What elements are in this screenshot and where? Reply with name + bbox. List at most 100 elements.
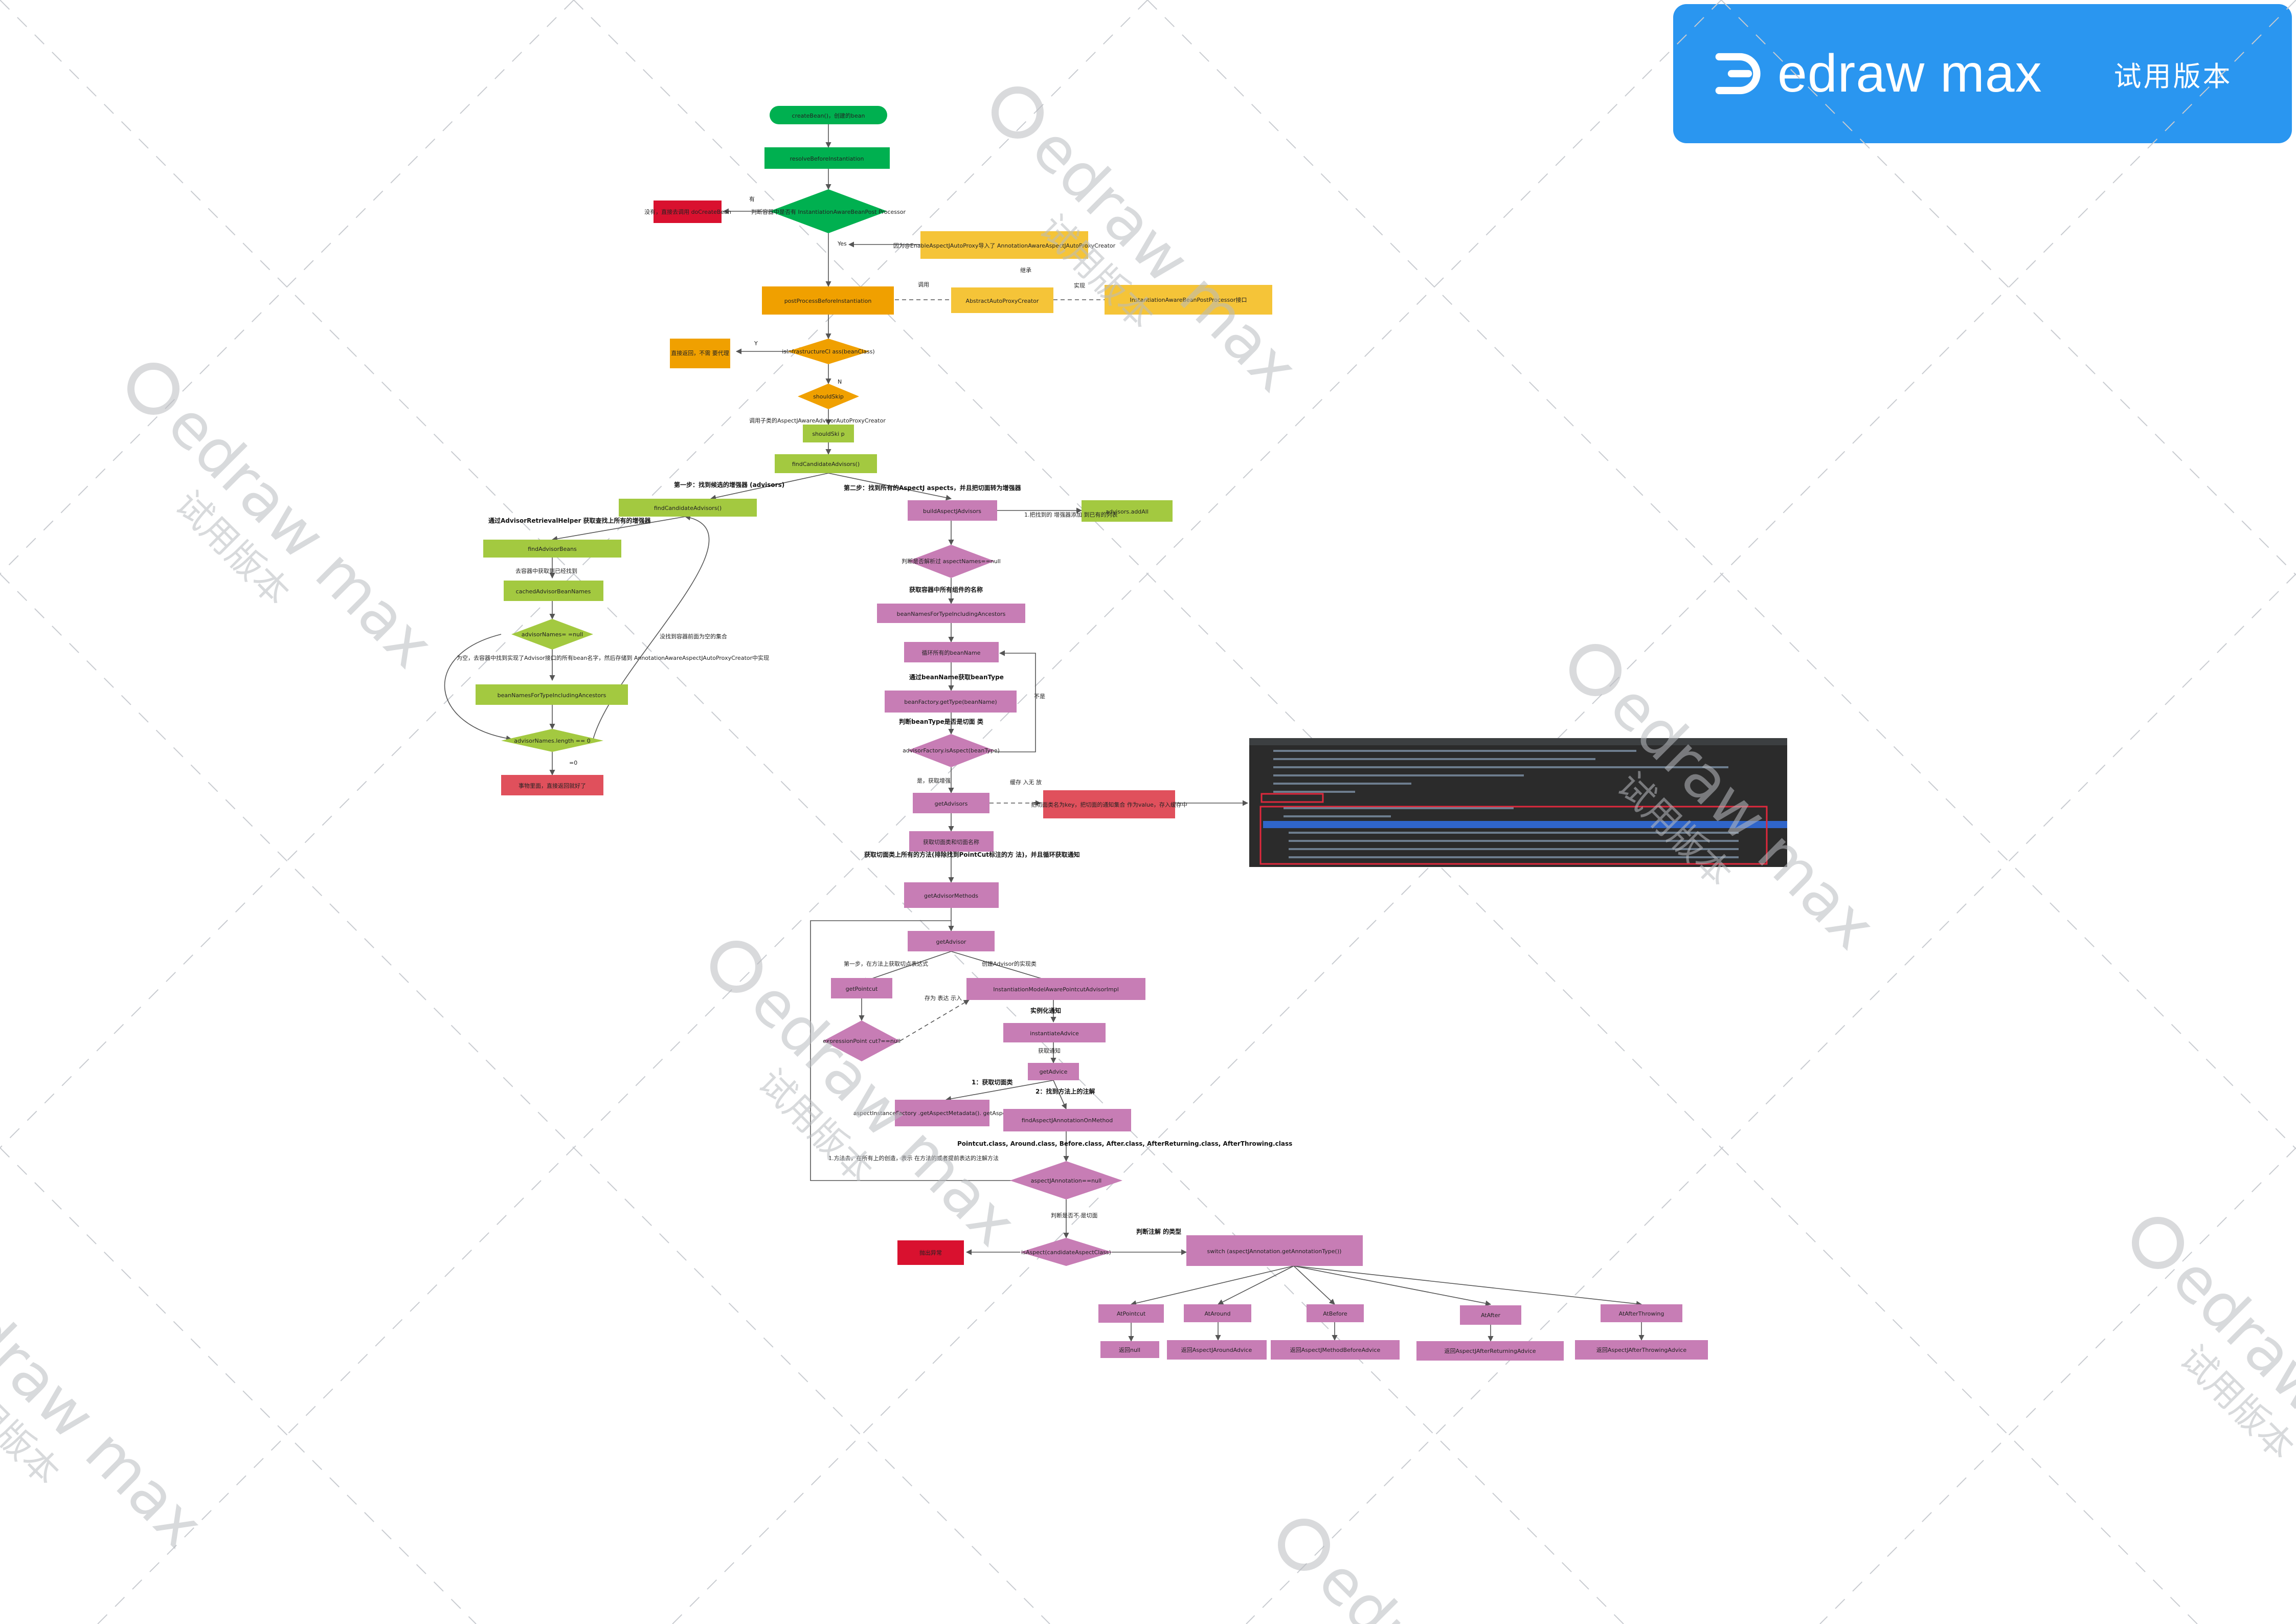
flow-node[interactable]: beanNamesForTypeIncludingAncestors	[476, 684, 628, 705]
node-label: advisorFactory.isAspect(beanType)	[903, 747, 1000, 754]
flow-node[interactable]: findCandidateAdvisors()	[619, 499, 757, 517]
flow-node[interactable]: AtPointcut	[1098, 1304, 1164, 1323]
node-label: 直接返回，不需 要代理	[671, 349, 729, 357]
node-label: getAdvisor	[936, 939, 966, 945]
edge-label: Y	[754, 340, 758, 347]
flow-node[interactable]: AtAfter	[1460, 1305, 1521, 1325]
node-label: AtBefore	[1323, 1310, 1347, 1317]
flow-decision[interactable]: isInfrastructureCl ass(beanClass)	[782, 339, 875, 364]
watermark: edraw max 试用版本	[127, 363, 446, 681]
flow-node[interactable]: switch (aspectJAnnotation.getAnnotationT…	[1186, 1235, 1363, 1266]
flow-decision[interactable]: 判断容器中是否有 InstantiationAwareBeanPost Proc…	[751, 189, 906, 233]
node-label: 返回AspectJAfterThrowingAdvice	[1596, 1347, 1686, 1353]
flow-node[interactable]: instantiateAdvice	[1003, 1023, 1106, 1042]
flow-node[interactable]: advisors.addAll	[1082, 500, 1173, 522]
flow-node[interactable]: beanFactory.getType(beanName)	[885, 691, 1017, 713]
node-label: shouldSki p	[812, 431, 844, 437]
node-label: 没有，直接去调用 doCreateBean	[644, 208, 731, 215]
flow-node[interactable]: findCandidateAdvisors()	[775, 454, 877, 473]
flow-node[interactable]: AtAround	[1184, 1304, 1251, 1322]
node-label: 返回AspectJAfterReturningAdvice	[1444, 1348, 1536, 1354]
flow-node-start[interactable]: createBean()，创建的bean	[770, 106, 887, 124]
flow-node[interactable]: getAdvice	[1028, 1063, 1079, 1080]
flow-node[interactable]: getAdvisors	[913, 793, 989, 813]
flow-node[interactable]: shouldSki p	[803, 425, 854, 442]
edges	[444, 123, 1645, 1342]
edge-label: 第二步：找到所有的AspectJ aspects，并且把切面转为增强器	[844, 484, 1022, 492]
node-label: 把切面类名为key，把切面的通知集合 作为value，存入缓存中	[1031, 801, 1187, 808]
flow-decision[interactable]: aspectJAnnotation==null	[1010, 1161, 1122, 1199]
flow-node[interactable]: 因为@EnableAspectJAutoProxy导入了 AnnotationA…	[893, 231, 1116, 259]
flow-decision[interactable]: expressionPoint cut?==null	[823, 1020, 901, 1061]
flow-node[interactable]: 返回AspectJAroundAdvice	[1167, 1340, 1267, 1360]
edge-label: 实现	[1074, 282, 1085, 289]
flow-node[interactable]: 循环所有的beanName	[904, 642, 999, 662]
flow-node[interactable]: 返回AspectJAfterThrowingAdvice	[1575, 1340, 1708, 1360]
flow-decision[interactable]: advisorNames= =null	[511, 619, 593, 650]
node-label: 判断是否解析过 aspectNames==null	[902, 558, 1001, 565]
flow-node[interactable]: AtAfterThrowing	[1601, 1304, 1682, 1322]
watermark: edraw max 试用版本	[0, 1269, 216, 1561]
flow-decision[interactable]: shouldSkip	[798, 384, 859, 409]
node-label: switch (aspectJAnnotation.getAnnotationT…	[1207, 1248, 1342, 1255]
flow-node[interactable]: postProcessBeforeInstantiation	[762, 286, 894, 315]
flow-node[interactable]: aspectInstanceFactory .getAspectMetadata…	[853, 1100, 1031, 1126]
flow-node[interactable]: 事物里面，直接返回就好了	[501, 775, 603, 795]
node-label: postProcessBeforeInstantiation	[784, 298, 872, 304]
flow-node[interactable]: 返回AspectJAfterReturningAdvice	[1416, 1341, 1564, 1361]
flow-node[interactable]: getAdvisorMethods	[904, 882, 999, 908]
node-label: InstantiationAwareBeanPostProcessor接口	[1130, 297, 1247, 303]
flow-node[interactable]: 抛出异常	[897, 1240, 964, 1265]
watermark-text: edraw max	[0, 1269, 216, 1561]
flow-node[interactable]: cachedAdvisorBeanNames	[504, 581, 603, 601]
flow-node[interactable]: 直接返回，不需 要代理	[670, 339, 730, 368]
edge-label: 判断是否不 是切面	[1051, 1212, 1098, 1219]
edge-label: 有	[749, 195, 755, 203]
node-label: getPointcut	[846, 986, 878, 992]
flow-node[interactable]: 返回null	[1100, 1341, 1159, 1358]
flow-node[interactable]: resolveBeforeInstantiation	[764, 147, 890, 169]
edge-label: 调用子类的AspectJAwareAdvisorAutoProxyCreator	[749, 417, 886, 424]
flow-node[interactable]: getPointcut	[831, 978, 892, 998]
edge-label: 缓存 入无 放	[1010, 778, 1042, 786]
edge-label: 通过AdvisorRetrievalHelper 获取查找上所有的增强器	[488, 517, 651, 524]
flow-node[interactable]: beanNamesForTypeIncludingAncestors	[877, 604, 1025, 623]
edge-label: 没找到容器前面为空的集合	[660, 633, 727, 640]
flow-node[interactable]: 没有，直接去调用 doCreateBean	[644, 201, 731, 223]
flow-node[interactable]: buildAspectJAdvisors	[908, 500, 997, 521]
flow-node[interactable]: 获取切面类和切面名称	[909, 831, 994, 852]
flow-node[interactable]: AtBefore	[1307, 1304, 1364, 1322]
node-label: findAspectJAnnotationOnMethod	[1022, 1117, 1113, 1124]
flow-decision[interactable]: advisorNames.length == 0	[501, 729, 603, 752]
edge-label: N	[838, 379, 842, 385]
node-label: createBean()，创建的bean	[792, 112, 865, 119]
flow-node[interactable]: AbstractAutoProxyCreator	[951, 287, 1053, 313]
brand-trial-badge: 试用版本	[2113, 60, 2233, 93]
node-label: AtAround	[1204, 1310, 1230, 1317]
flow-node[interactable]: findAdvisorBeans	[483, 540, 621, 558]
flow-node[interactable]: InstantiationAwareBeanPostProcessor接口	[1105, 285, 1272, 315]
node-label: aspectInstanceFactory .getAspectMetadata…	[853, 1110, 1031, 1117]
flow-node[interactable]: 把切面类名为key，把切面的通知集合 作为value，存入缓存中	[1031, 790, 1187, 818]
node-label: buildAspectJAdvisors	[923, 508, 981, 515]
flow-node[interactable]: getAdvisor	[908, 931, 995, 951]
node-label: 因为@EnableAspectJAutoProxy导入了 AnnotationA…	[893, 242, 1116, 249]
edge-label: 存为 表达 示入	[925, 994, 962, 1002]
flow-decision[interactable]: 判断是否解析过 aspectNames==null	[902, 545, 1001, 578]
flow-node[interactable]: 返回AspectJMethodBeforeAdvice	[1271, 1340, 1400, 1360]
node-label: AtAfterThrowing	[1619, 1310, 1664, 1317]
node-label: expressionPoint cut?==null	[823, 1038, 901, 1044]
node-label: resolveBeforeInstantiation	[790, 155, 864, 162]
node-label: getAdvice	[1040, 1069, 1068, 1075]
edge-label: 去容器中获取到已经找到	[515, 567, 577, 574]
edge-label: 第一步，在方法上获取切点表达式	[844, 960, 928, 967]
flow-node[interactable]: InstantiationModelAwarePointcutAdvisorIm…	[966, 978, 1145, 1000]
flow-node[interactable]: findAspectJAnnotationOnMethod	[1003, 1109, 1131, 1131]
flow-decision[interactable]: isAspect(candidateAspectClass)	[1020, 1238, 1112, 1266]
node-label: findAdvisorBeans	[528, 546, 577, 552]
edge-label: 是，获取增强	[917, 777, 951, 784]
flow-decision[interactable]: advisorFactory.isAspect(beanType)	[903, 734, 1000, 767]
node-label: instantiateAdvice	[1030, 1030, 1079, 1037]
